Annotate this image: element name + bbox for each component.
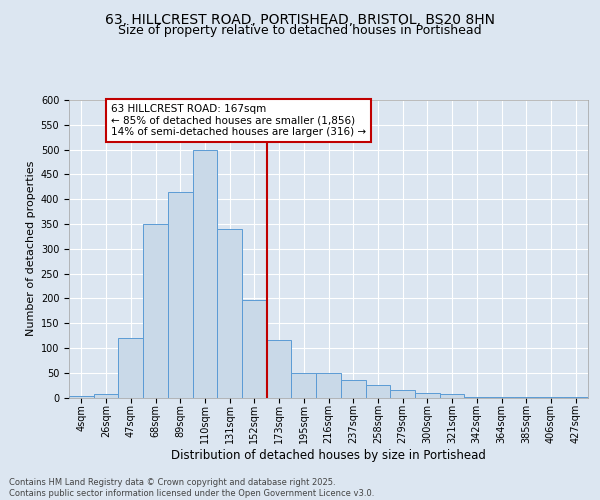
- Bar: [292, 372, 316, 398]
- Bar: [168, 192, 193, 398]
- Bar: [341, 380, 365, 398]
- Bar: [94, 394, 118, 398]
- Bar: [514, 396, 539, 398]
- Bar: [365, 385, 390, 398]
- Bar: [69, 396, 94, 398]
- Bar: [267, 340, 292, 398]
- Bar: [143, 224, 168, 398]
- Bar: [217, 229, 242, 398]
- Text: Contains HM Land Registry data © Crown copyright and database right 2025.
Contai: Contains HM Land Registry data © Crown c…: [9, 478, 374, 498]
- Bar: [193, 150, 217, 398]
- Bar: [464, 396, 489, 398]
- Text: 63 HILLCREST ROAD: 167sqm
← 85% of detached houses are smaller (1,856)
14% of se: 63 HILLCREST ROAD: 167sqm ← 85% of detac…: [111, 104, 366, 137]
- Text: 63, HILLCREST ROAD, PORTISHEAD, BRISTOL, BS20 8HN: 63, HILLCREST ROAD, PORTISHEAD, BRISTOL,…: [105, 12, 495, 26]
- Bar: [415, 392, 440, 398]
- Bar: [390, 390, 415, 398]
- Bar: [489, 396, 514, 398]
- Y-axis label: Number of detached properties: Number of detached properties: [26, 161, 37, 336]
- Bar: [440, 394, 464, 398]
- Bar: [118, 338, 143, 398]
- Text: Size of property relative to detached houses in Portishead: Size of property relative to detached ho…: [118, 24, 482, 37]
- Bar: [539, 396, 563, 398]
- X-axis label: Distribution of detached houses by size in Portishead: Distribution of detached houses by size …: [171, 448, 486, 462]
- Bar: [563, 396, 588, 398]
- Bar: [242, 300, 267, 398]
- Bar: [316, 372, 341, 398]
